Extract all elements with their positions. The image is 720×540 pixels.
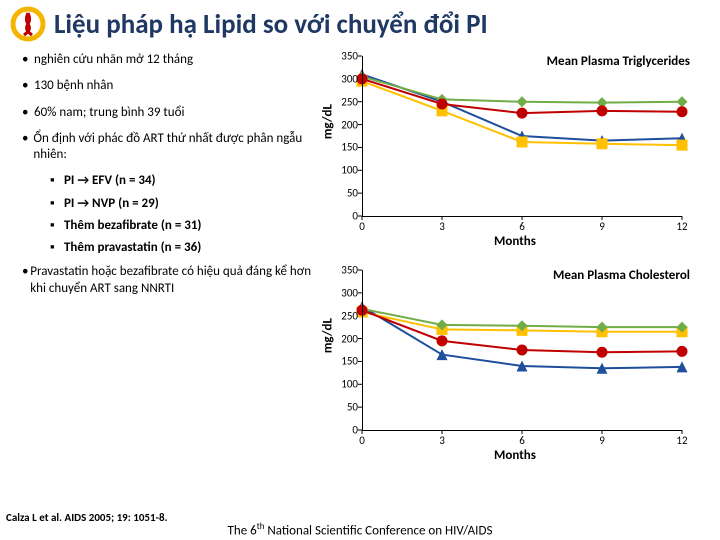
bullet-text: 60% nam; trung bình 39 tuổi (34, 105, 184, 121)
bullet-text: 130 bệnh nhân (34, 78, 113, 94)
conclusion-text: Pravastatin hoặc bezafibrate có hiệu quả… (30, 264, 324, 297)
x-axis-label: Months (494, 448, 536, 463)
chart-triglycerides: mg/dLMean Plasma Triglycerides0501001502… (330, 50, 700, 260)
sub-bullet-text: PI → EFV (n = 34) (64, 173, 156, 189)
sub-bullet-text: Thêm bezafibrate (n = 31) (64, 218, 201, 234)
x-axis-label: Months (494, 234, 536, 249)
bullet-text: Ổn định với phác đồ ART thứ nhất được ph… (33, 131, 324, 164)
conference-text: The 6th National Scientific Conference o… (0, 521, 720, 538)
ribbon-icon (8, 4, 48, 44)
sub-bullet-text: PI → NVP (n = 29) (64, 196, 159, 212)
sub-bullet-text: Thêm pravastatin (n = 36) (64, 240, 201, 256)
chart-cholesterol: mg/dLMean Plasma Cholesterol050100150200… (330, 264, 700, 474)
bullet-text: nghiên cứu nhãn mở 12 tháng (34, 52, 193, 68)
bullet-list: •nghiên cứu nhãn mở 12 tháng•130 bệnh nh… (0, 44, 330, 494)
page-title: Liệu pháp hạ Lipid so với chuyển đổi PI (54, 8, 488, 41)
